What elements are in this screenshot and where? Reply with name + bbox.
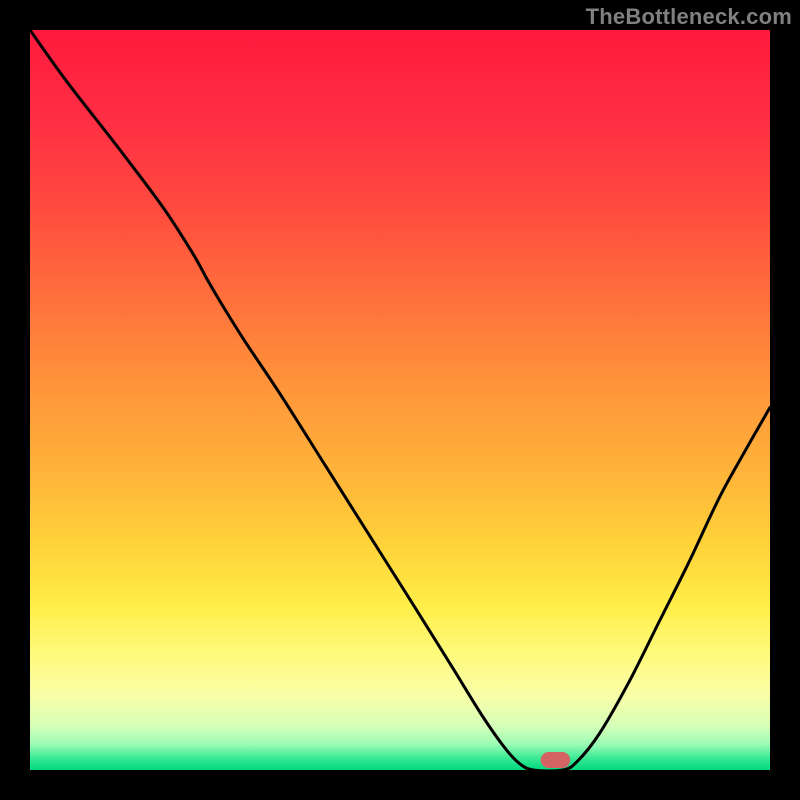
watermark-label: TheBottleneck.com [586, 4, 792, 30]
bottleneck-marker [541, 752, 571, 768]
chart-container: TheBottleneck.com [0, 0, 800, 800]
bottleneck-curve-chart [0, 0, 800, 800]
gradient-plot-area [30, 30, 770, 770]
